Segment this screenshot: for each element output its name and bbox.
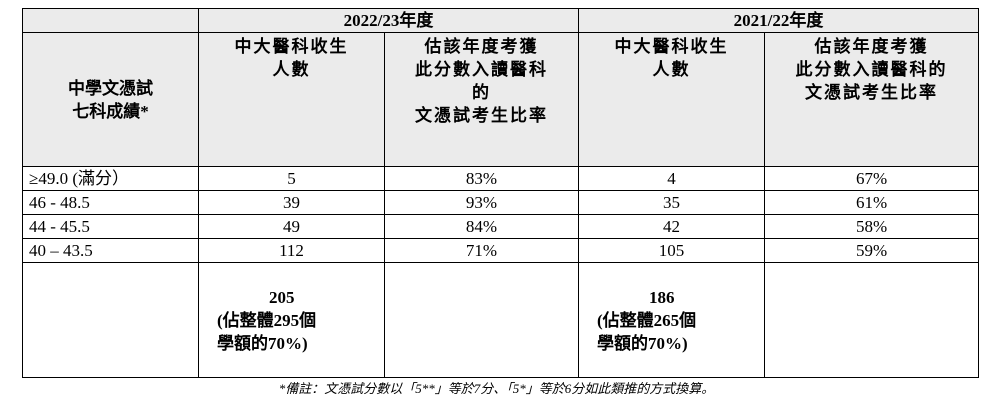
table-row: 46 - 48.5 39 93% 35 61% [22, 190, 980, 215]
table-body: ≥49.0 (滿分） 5 83% 4 67% 46 - 48.5 39 93% 35 61% 44 … [22, 166, 980, 263]
row-header-line: 七科成績* [72, 101, 149, 121]
total-cell: 186 (佔整體265個 學額的70%) [578, 262, 766, 378]
table: 2022/23年度 2021/22年度 中學文憑試 七科成績* 中大醫科收生 人數… [22, 8, 980, 378]
group-header: 2022/23年度 [197, 8, 580, 33]
footnote: *備註：文憑試分數以「5**」等於7分、「5*」等於6分如此類推的方式換算。 [278, 381, 715, 396]
table-cell: 93% [383, 190, 580, 215]
row-label: 46 - 48.5 [22, 190, 199, 215]
cell-line: 估該年度考獲 [814, 37, 929, 56]
cell-line: 186 [649, 287, 675, 307]
table-cell: 67% [764, 166, 980, 191]
cell-line: 的 [472, 83, 491, 102]
cell-line: 學額的70%) [217, 333, 308, 353]
table-container: 2022/23年度 2021/22年度 中學文憑試 七科成績* 中大醫科收生 人數… [22, 8, 980, 378]
cell-line: 205 [269, 287, 295, 307]
table-cell: 39 [198, 190, 385, 215]
column-header: 中大醫科收生 人數 [198, 32, 385, 167]
table-cell: 4 [578, 166, 766, 191]
blank-cell [22, 262, 199, 378]
row-header-line: 中學文憑試 [68, 78, 153, 98]
row-header: 中學文憑試 七科成績* [22, 32, 199, 167]
row-label: ≥49.0 (滿分） [22, 166, 199, 191]
row-label: 44 - 45.5 [22, 214, 199, 239]
cell-line: (佔整體295個 [217, 310, 317, 330]
table-cell: 61% [764, 190, 980, 215]
cell-line: 文憑試考生比率 [805, 83, 939, 102]
table-cell: 5 [198, 166, 385, 191]
table-cell: 59% [764, 238, 980, 263]
table-cell: 83% [383, 166, 580, 191]
cell-line: 估該年度考獲 [424, 37, 539, 56]
cell-line: 文憑試考生比率 [415, 106, 548, 125]
blank-header [22, 8, 199, 33]
cell-line: 中大醫科收生 [614, 37, 729, 56]
cell-line: 學額的70%) [597, 333, 688, 353]
cell-line: 此分數入讀醫科的 [795, 60, 948, 79]
table-cell: 35 [578, 190, 766, 215]
cell-line: 人數 [272, 60, 311, 79]
group-header: 2021/22年度 [578, 8, 980, 33]
cell-line: (佔整體265個 [597, 310, 697, 330]
cell-line: 此分數入讀醫科 [415, 60, 548, 79]
blank-cell [764, 262, 980, 378]
table-cell: 105 [578, 238, 766, 263]
table-cell: 112 [198, 238, 385, 263]
cell-line: 中大醫科收生 [234, 37, 349, 56]
column-header: 中大醫科收生 人數 [578, 32, 766, 167]
table-cell: 71% [383, 238, 580, 263]
table-row: ≥49.0 (滿分） 5 83% 4 67% [22, 166, 980, 191]
table-cell: 49 [198, 214, 385, 239]
total-cell: 205 (佔整體295個 學額的70%) [198, 262, 385, 378]
row-label: 40 – 43.5 [22, 238, 199, 263]
table-row: 40 – 43.5 112 71% 105 59% [22, 238, 980, 263]
column-header: 估該年度考獲此分數入讀醫科的文憑試考生比率 [764, 32, 980, 167]
cell-line: 人數 [652, 60, 691, 79]
column-header: 估該年度考獲此分數入讀醫科的文憑試考生比率 [383, 32, 580, 167]
table-cell: 42 [578, 214, 766, 239]
table-cell: 58% [764, 214, 980, 239]
table-row: 44 - 45.5 49 84% 42 58% [22, 214, 980, 239]
table-cell: 84% [383, 214, 580, 239]
blank-cell [383, 262, 580, 378]
